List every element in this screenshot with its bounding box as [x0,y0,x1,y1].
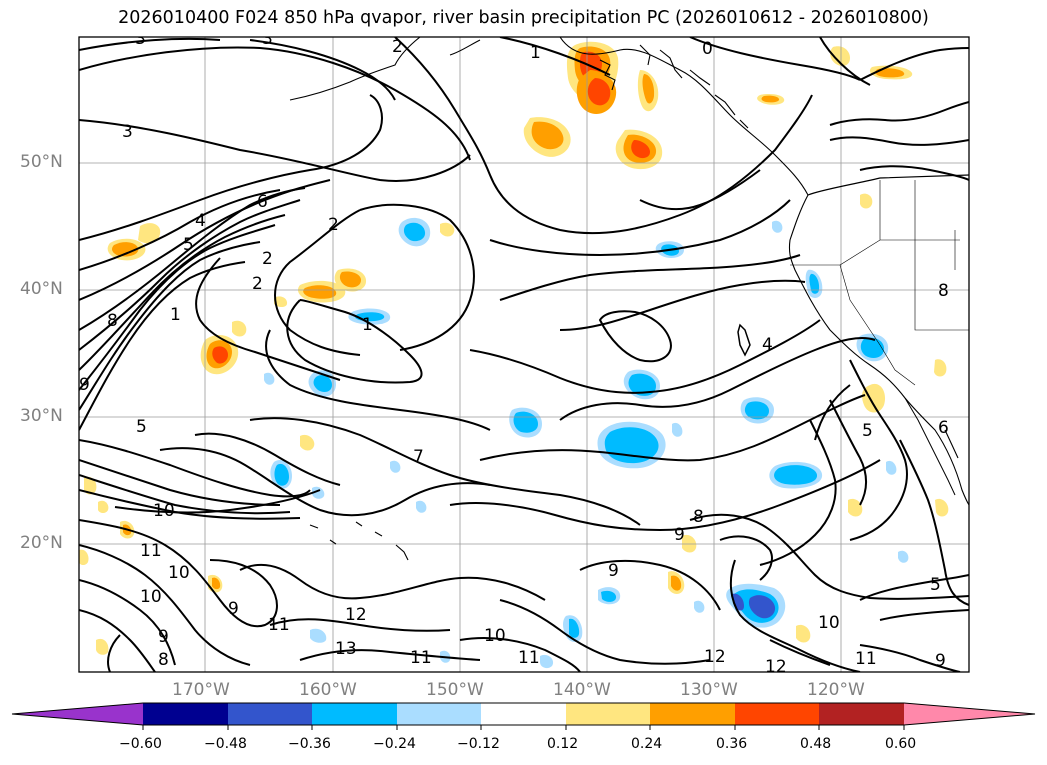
contour-label: 12 [765,657,787,677]
map-title: 2026010400 F024 850 hPa qvapor, river ba… [118,8,929,28]
contour-label: 11 [268,615,290,635]
contour-label: 1 [530,43,541,63]
lon-label-130w: 130°W [680,680,738,700]
contour-label: 3 [262,29,273,49]
lon-label-170w: 170°W [172,680,230,700]
contour-label-group: 3 3 2 1 0 3 4 6 5 2 2 2 8 1 1 9 4 7 5 10… [79,29,949,677]
colorbar-tick-label: −0.12 [457,736,500,752]
contour-label: 0 [702,39,713,59]
contour-label: 8 [693,507,704,527]
contour-label: 5 [930,575,941,595]
contour-label: 9 [228,599,239,619]
lat-label-30n: 30°N [20,406,63,426]
colorbar-swatch [735,703,819,725]
colorbar-tick-label: −0.24 [373,736,416,752]
contour-label: 11 [855,649,877,669]
lat-label-40n: 40°N [20,279,63,299]
contour-label: 3 [135,29,146,49]
contour-label: 2 [262,249,273,269]
colorbar-tick-label: 0.48 [800,736,832,752]
contour-label: 9 [935,651,946,671]
contour-label: 6 [938,418,949,438]
colorbar-swatch [819,703,904,725]
contour-label: 8 [107,311,118,331]
colorbar-swatch [397,703,481,725]
contour-label: 1 [362,315,373,335]
contour-label: 13 [335,639,357,659]
contour-label: 2 [252,274,263,294]
contour-label: 10 [818,613,840,633]
contour-label: 11 [410,648,432,668]
contour-label: 10 [484,626,506,646]
contour-label: 4 [762,335,773,355]
contour-label: 10 [140,587,162,607]
colorbar-tick-label: −0.36 [288,736,331,752]
coastlines [289,37,969,561]
colorbar-underflow-triangle [12,703,143,725]
colorbar-swatch [481,703,566,725]
contour-label: 4 [195,211,206,231]
contour-label: 9 [608,561,619,581]
colorbar-overflow-triangle [904,703,1035,725]
contour-label: 6 [257,192,268,212]
colorbar-swatch [312,703,397,725]
contour-label: 9 [158,627,169,647]
lon-label-160w: 160°W [299,680,357,700]
contour-label: 12 [704,647,726,667]
qvapor-contours [79,37,969,672]
contour-label: 8 [158,650,169,670]
colorbar-swatch [228,703,312,725]
colorbar-tick-label: 0.36 [716,736,748,752]
contour-label: 1 [170,305,181,325]
contour-label: 12 [345,605,367,625]
contour-label: 10 [153,501,175,521]
contour-label: 7 [413,447,424,467]
lat-label-20n: 20°N [20,533,63,553]
lat-label-50n: 50°N [20,152,63,172]
contour-label: 11 [518,648,540,668]
contour-label: 8 [938,281,949,301]
contour-label: 5 [862,421,873,441]
map-frame [78,36,970,673]
contour-label: 2 [328,215,339,235]
precip-shading-positive [79,41,949,655]
colorbar-tick-label: 0.60 [885,736,917,752]
contour-label: 2 [392,37,403,57]
colorbar-tick-label: 0.24 [631,736,663,752]
colorbar-tick-label: −0.60 [119,736,162,752]
lon-label-150w: 150°W [426,680,484,700]
colorbar-swatch [650,703,735,725]
contour-label: 11 [140,541,162,561]
colorbar-swatch [143,703,228,725]
contour-label: 9 [79,375,90,395]
colorbar-tick-label: −0.48 [204,736,247,752]
contour-label: 5 [136,417,147,437]
colorbar [11,702,1036,730]
contour-label: 9 [674,525,685,545]
lon-label-120w: 120°W [807,680,865,700]
colorbar-tick-label: 0.12 [547,736,579,752]
contour-label: 10 [168,563,190,583]
contour-label: 3 [122,122,133,142]
colorbar-swatch [566,703,650,725]
lon-label-140w: 140°W [553,680,611,700]
contour-label: 5 [183,235,194,255]
map-grid [79,37,969,672]
